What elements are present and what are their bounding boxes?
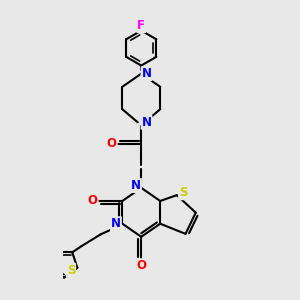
Text: S: S xyxy=(67,264,75,277)
Text: N: N xyxy=(131,179,141,192)
Text: S: S xyxy=(179,186,188,199)
Text: O: O xyxy=(88,194,98,208)
Text: N: N xyxy=(142,67,152,80)
Text: N: N xyxy=(142,116,152,129)
Text: O: O xyxy=(106,137,117,150)
Text: O: O xyxy=(136,259,146,272)
Text: F: F xyxy=(137,19,145,32)
Text: N: N xyxy=(111,217,121,230)
